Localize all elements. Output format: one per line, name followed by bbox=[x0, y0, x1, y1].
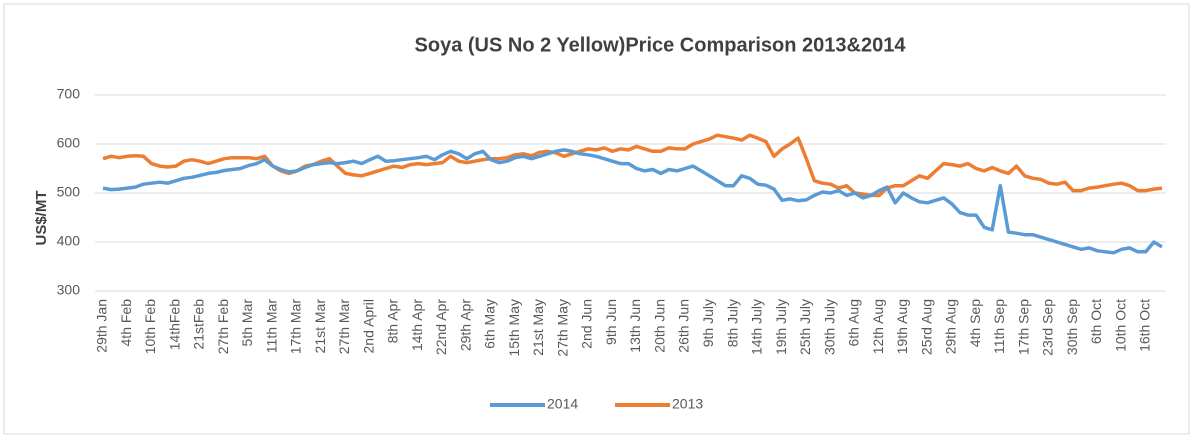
x-tick-label: 26th Jun bbox=[676, 299, 692, 353]
x-tick-label: 30th Sep bbox=[1064, 299, 1080, 355]
x-tick-label: 21st May bbox=[530, 299, 546, 356]
y-tick-label: 300 bbox=[57, 282, 81, 298]
x-tick-label: 19th July bbox=[773, 299, 789, 355]
y-tick-label: 600 bbox=[57, 135, 81, 151]
x-tick-label: 21st Mar bbox=[312, 299, 328, 354]
x-tick-label: 6th Aug bbox=[846, 299, 862, 347]
x-tick-label: 8th Apr bbox=[385, 299, 401, 344]
x-tick-label: 25th July bbox=[797, 299, 813, 355]
x-tick-label: 30th July bbox=[821, 299, 837, 355]
x-tick-label: 11th Sep bbox=[991, 299, 1007, 354]
series-line bbox=[102, 148, 1163, 255]
x-tick-label: 27th May bbox=[554, 299, 570, 357]
x-tick-label: 6th May bbox=[482, 299, 498, 349]
x-tick-label: 2nd Jun bbox=[579, 299, 595, 349]
x-tick-label: 9th Jun bbox=[603, 299, 619, 345]
legend-label: 2014 bbox=[547, 396, 578, 412]
x-tick-label: 27th Mar bbox=[336, 299, 352, 355]
x-tick-label: 20th Jun bbox=[651, 299, 667, 353]
x-tick-label: 19th Aug bbox=[894, 299, 910, 354]
x-tick-label: 14th July bbox=[749, 299, 765, 355]
x-tick-label: 13th Jun bbox=[627, 299, 643, 353]
x-tick-label: 29th Aug bbox=[943, 299, 959, 354]
x-tick-label: 14th Apr bbox=[409, 299, 425, 351]
x-tick-label: 5th Mar bbox=[239, 299, 255, 347]
x-tick-label: 4th Feb bbox=[118, 299, 134, 347]
x-tick-label: 17th Mar bbox=[288, 299, 304, 355]
x-tick-label: 27th Feb bbox=[215, 299, 231, 354]
y-tick-label: 700 bbox=[57, 86, 81, 102]
x-tick-label: 29th Jan bbox=[94, 299, 110, 353]
x-tick-label: 11th Mar bbox=[263, 299, 279, 354]
y-tick-label: 400 bbox=[57, 233, 81, 249]
x-tick-label: 23rd Sep bbox=[1040, 299, 1056, 356]
legend-label: 2013 bbox=[672, 396, 703, 412]
x-tick-label: 2nd April bbox=[360, 299, 376, 353]
x-tick-label: 10th Feb bbox=[142, 299, 158, 354]
chart-title: Soya (US No 2 Yellow)Price Comparison 20… bbox=[415, 34, 907, 56]
x-tick-label: 10th Oct bbox=[1112, 299, 1128, 352]
x-tick-label: 16th Oct bbox=[1137, 299, 1153, 352]
x-tick-label: 17th Sep bbox=[1015, 299, 1031, 355]
x-tick-label: 4th Sep bbox=[967, 299, 983, 347]
chart-frame bbox=[3, 3, 1190, 435]
x-tick-label: 12th Aug bbox=[870, 299, 886, 354]
y-axis-label: US$/MT bbox=[33, 190, 50, 245]
x-tick-label: 6th Oct bbox=[1088, 299, 1104, 344]
y-tick-label: 500 bbox=[57, 184, 81, 200]
x-tick-label: 9th July bbox=[700, 299, 716, 347]
x-tick-label: 21stFeb bbox=[191, 299, 207, 350]
x-tick-label: 8th July bbox=[724, 299, 740, 347]
x-tick-label: 15th May bbox=[506, 299, 522, 357]
x-tick-label: 29th Apr bbox=[457, 299, 473, 351]
x-tick-label: 22nd Apr bbox=[433, 299, 449, 355]
x-tick-label: 25rd Aug bbox=[918, 299, 934, 355]
x-tick-label: 14thFeb bbox=[166, 299, 182, 351]
